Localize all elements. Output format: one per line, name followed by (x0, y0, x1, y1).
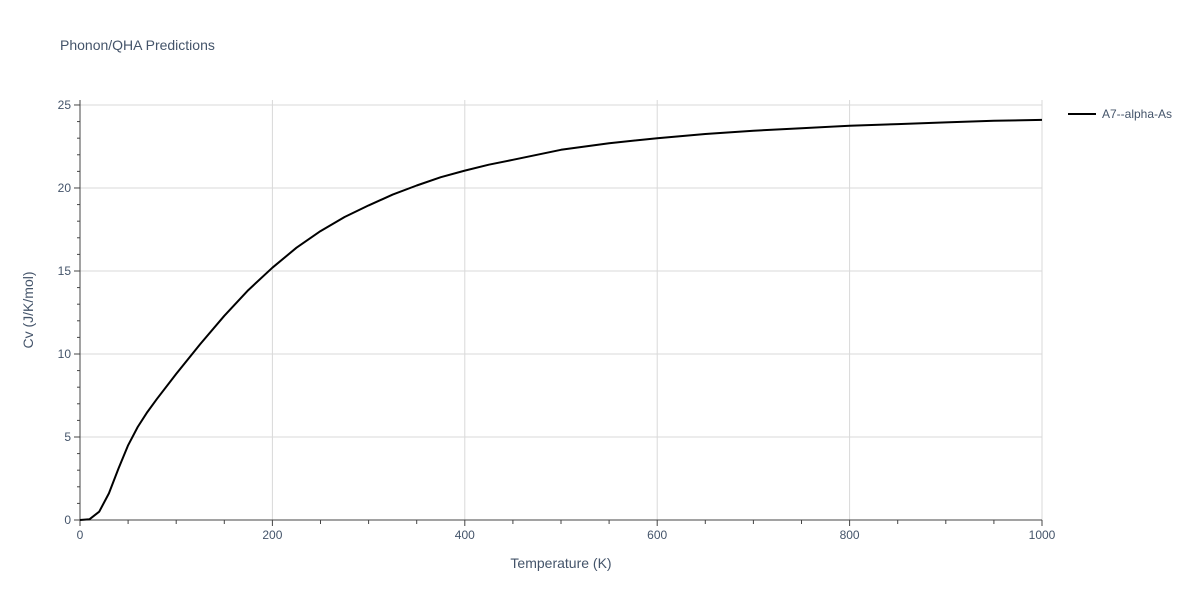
x-tick-label: 400 (455, 528, 475, 542)
legend[interactable]: A7--alpha-As (1068, 107, 1172, 121)
x-tick-label: 1000 (1029, 528, 1056, 542)
series-line-0[interactable] (79, 118, 1043, 521)
x-tick-label: 0 (77, 528, 84, 542)
y-tick-label: 5 (64, 430, 71, 444)
y-tick-label: 15 (58, 264, 72, 278)
y-tick-label: 20 (58, 181, 72, 195)
x-tick-label: 200 (262, 528, 282, 542)
series-layer (79, 118, 1043, 521)
y-tick-label: 0 (64, 513, 71, 527)
chart-title: Phonon/QHA Predictions (60, 37, 215, 53)
y-axis-label: Cv (J/K/mol) (20, 272, 36, 349)
legend-entry-label: A7--alpha-As (1102, 107, 1172, 121)
x-tick-label: 800 (840, 528, 860, 542)
axes: 0 200 400 600 800 1000 0 5 10 15 20 25 (58, 98, 1056, 542)
y-tick-label: 25 (58, 98, 72, 112)
grid (80, 100, 1043, 520)
x-axis-label: Temperature (K) (510, 555, 611, 571)
y-tick-label: 10 (58, 347, 72, 361)
x-tick-label: 600 (647, 528, 667, 542)
